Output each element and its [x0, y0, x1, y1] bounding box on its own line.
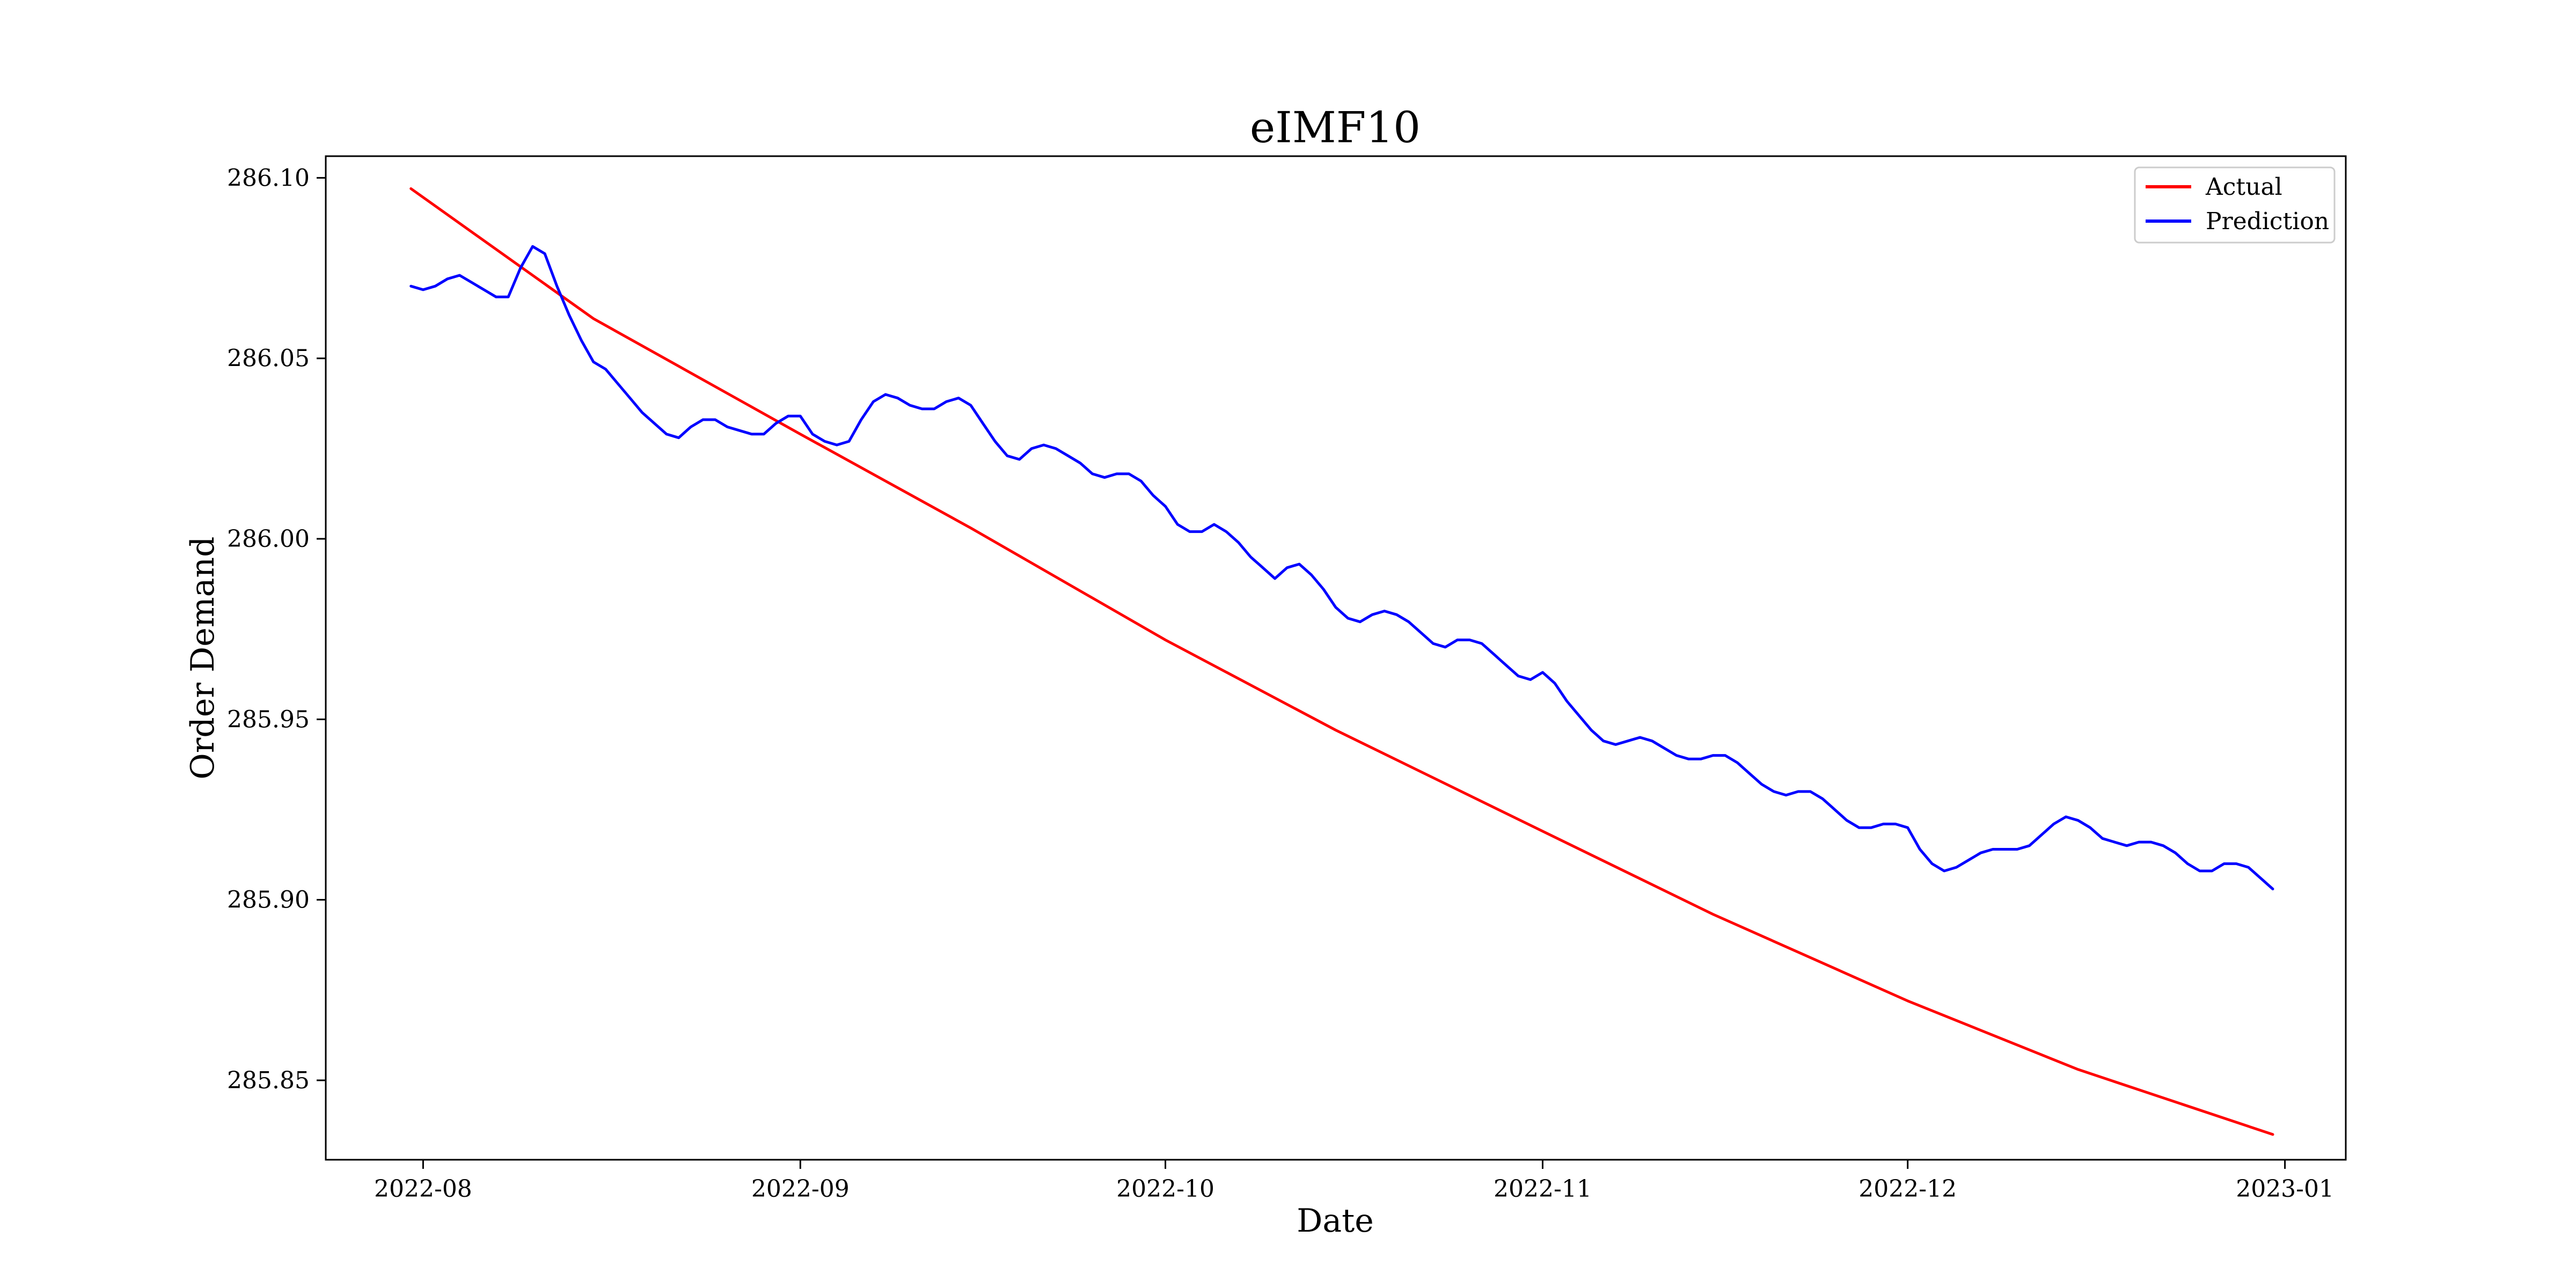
axes-frame: [325, 155, 2347, 1161]
y-tick-label: 286.05: [227, 345, 310, 372]
x-tick-label: 2022-10: [1116, 1175, 1214, 1203]
y-axis-label: Order Demand: [184, 537, 222, 780]
x-tick-label: 2022-12: [1858, 1175, 1957, 1203]
chart-title: eIMF10: [1250, 103, 1421, 152]
y-tick-label: 286.10: [227, 164, 310, 192]
x-tick-label: 2023-01: [2236, 1175, 2334, 1203]
legend-label-prediction: Prediction: [2206, 208, 2329, 235]
plot-area: [409, 187, 2274, 1136]
y-tick-label: 285.85: [227, 1067, 310, 1094]
x-tick-label: 2022-08: [374, 1175, 472, 1203]
legend-label-actual: Actual: [2205, 173, 2282, 201]
series-line-actual: [409, 187, 2274, 1136]
x-axis-label: Date: [1297, 1202, 1374, 1240]
series-line-prediction: [409, 245, 2274, 890]
x-axis: 2022-08 2022-09 2022-10 2022-11 2022-12 2023-…: [374, 1160, 2334, 1203]
y-tick-label: 286.00: [227, 525, 310, 553]
x-tick-label: 2022-09: [751, 1175, 850, 1203]
y-axis: 285.85 285.90 285.95 286.00 286.05 286.10: [227, 164, 326, 1094]
legend: Actual Prediction: [2134, 166, 2336, 244]
y-tick-label: 285.90: [227, 887, 310, 914]
y-tick-label: 285.95: [227, 706, 310, 733]
x-tick-label: 2022-11: [1494, 1175, 1592, 1203]
